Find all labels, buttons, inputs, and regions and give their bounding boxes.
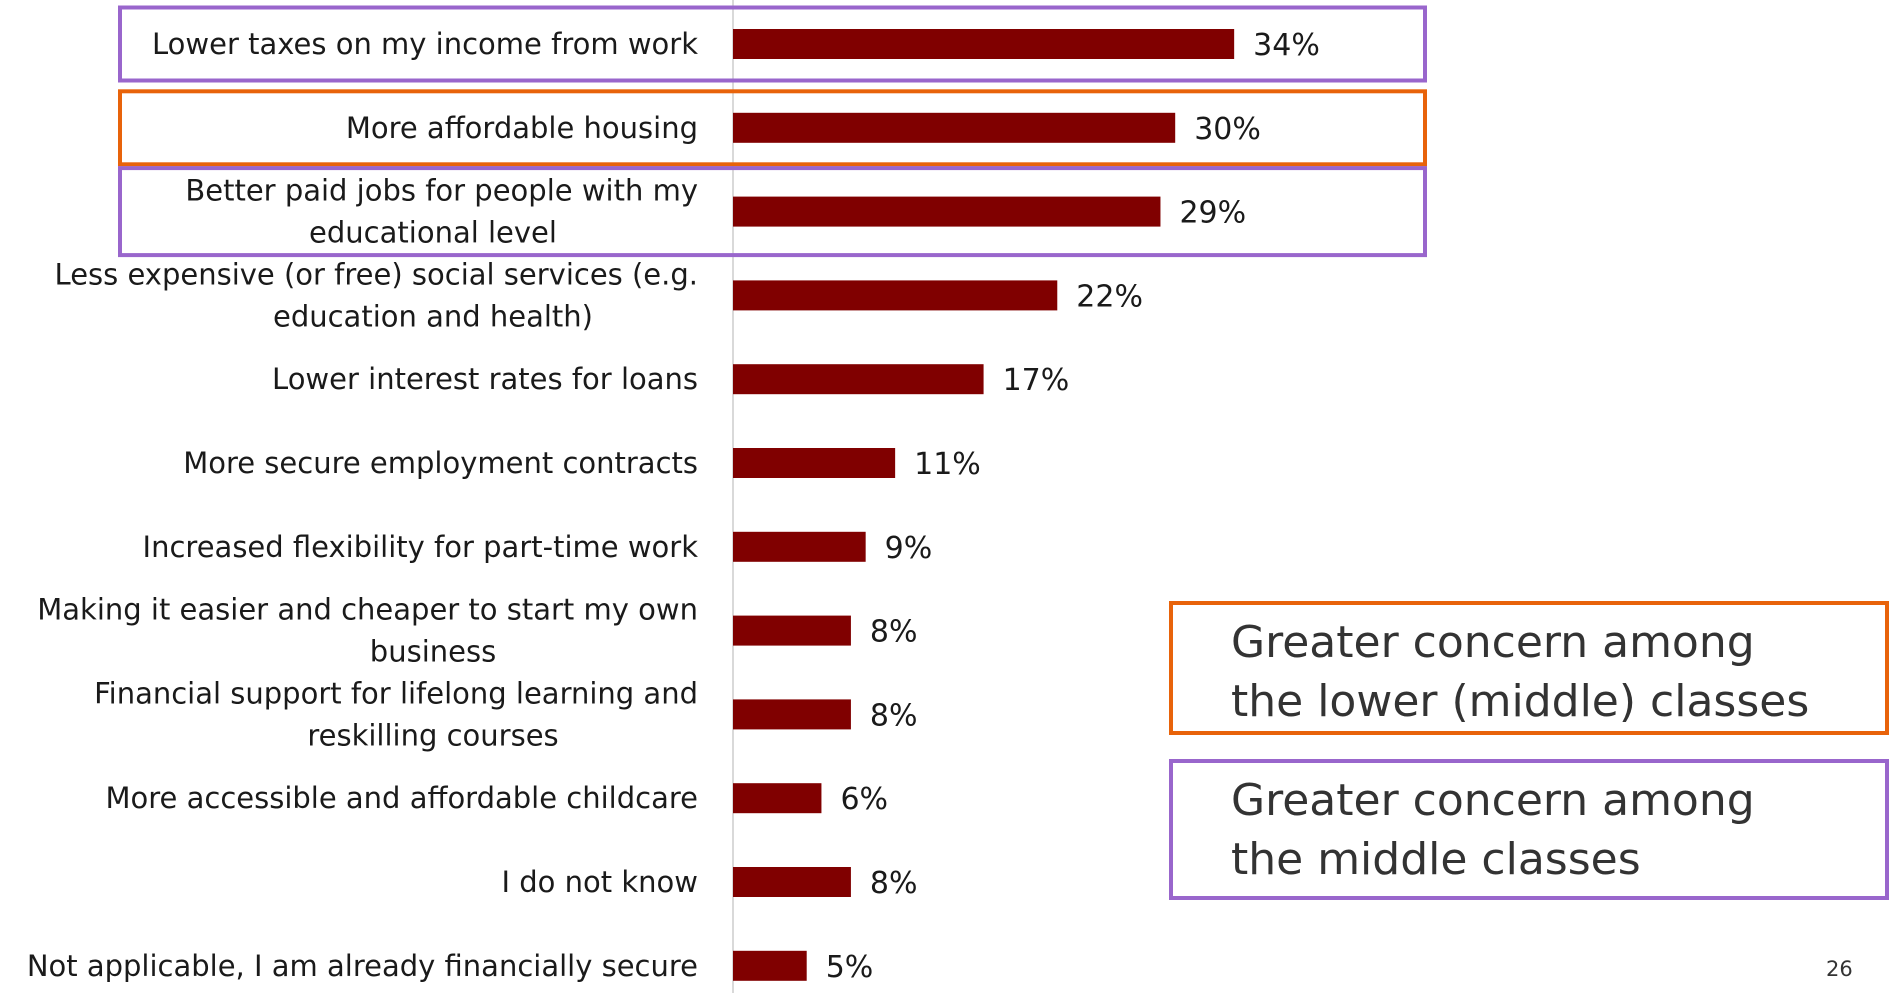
data-label: 22% bbox=[1076, 279, 1143, 314]
highlight-box-purple bbox=[118, 166, 1427, 258]
bar bbox=[733, 783, 822, 814]
bar bbox=[733, 29, 1235, 59]
data-label: 30% bbox=[1194, 112, 1261, 147]
bar bbox=[733, 531, 866, 562]
data-label: 29% bbox=[1179, 196, 1246, 231]
bar bbox=[733, 448, 896, 478]
category-label: Better paid jobs for people with my bbox=[185, 174, 698, 208]
category-label: reskilling courses bbox=[307, 718, 558, 752]
highlight-box-orange bbox=[118, 89, 1427, 167]
category-label: Lower taxes on my income from work bbox=[152, 27, 698, 61]
bar bbox=[733, 950, 807, 981]
data-label: 11% bbox=[914, 447, 981, 482]
category-label: More accessible and affordable childcare bbox=[106, 781, 699, 815]
category-label: I do not know bbox=[502, 865, 699, 899]
category-label: More affordable housing bbox=[346, 111, 698, 145]
data-label: 8% bbox=[870, 615, 918, 650]
data-label: 8% bbox=[870, 698, 918, 733]
category-label: More secure employment contracts bbox=[183, 446, 698, 480]
bar bbox=[733, 364, 984, 395]
legend-purple-text: Greater concern among the middle classes bbox=[1231, 775, 1755, 885]
category-label: business bbox=[370, 635, 496, 669]
category-label: education and health) bbox=[273, 299, 593, 333]
highlight-box-purple bbox=[118, 5, 1427, 83]
category-label: Not applicable, I am already financially… bbox=[27, 949, 698, 983]
category-label: educational level bbox=[309, 216, 557, 250]
bar bbox=[733, 112, 1176, 143]
category-label: Increased flexibility for part-time work bbox=[143, 530, 699, 564]
bar bbox=[733, 196, 1161, 227]
category-label: Making it easier and cheaper to start my… bbox=[37, 593, 698, 627]
data-label: 5% bbox=[826, 950, 874, 985]
bar bbox=[733, 280, 1058, 311]
data-label: 6% bbox=[840, 782, 888, 817]
category-label: Less expensive (or free) social services… bbox=[55, 257, 698, 291]
bar bbox=[733, 867, 851, 897]
bar bbox=[733, 699, 851, 730]
data-label: 34% bbox=[1253, 28, 1320, 63]
data-label: 17% bbox=[1003, 363, 1070, 398]
legend-lower-middle-classes: Greater concern among the lower (middle)… bbox=[1169, 601, 1889, 735]
data-label: 9% bbox=[885, 531, 933, 566]
legend-orange-text: Greater concern among the lower (middle)… bbox=[1231, 617, 1810, 727]
category-label: Lower interest rates for loans bbox=[272, 362, 698, 396]
page-number: 26 bbox=[1826, 957, 1853, 981]
category-label: Financial support for lifelong learning … bbox=[94, 676, 698, 710]
bar bbox=[733, 615, 851, 646]
data-label: 8% bbox=[870, 866, 918, 901]
legend-middle-classes: Greater concern among the middle classes bbox=[1169, 759, 1889, 900]
